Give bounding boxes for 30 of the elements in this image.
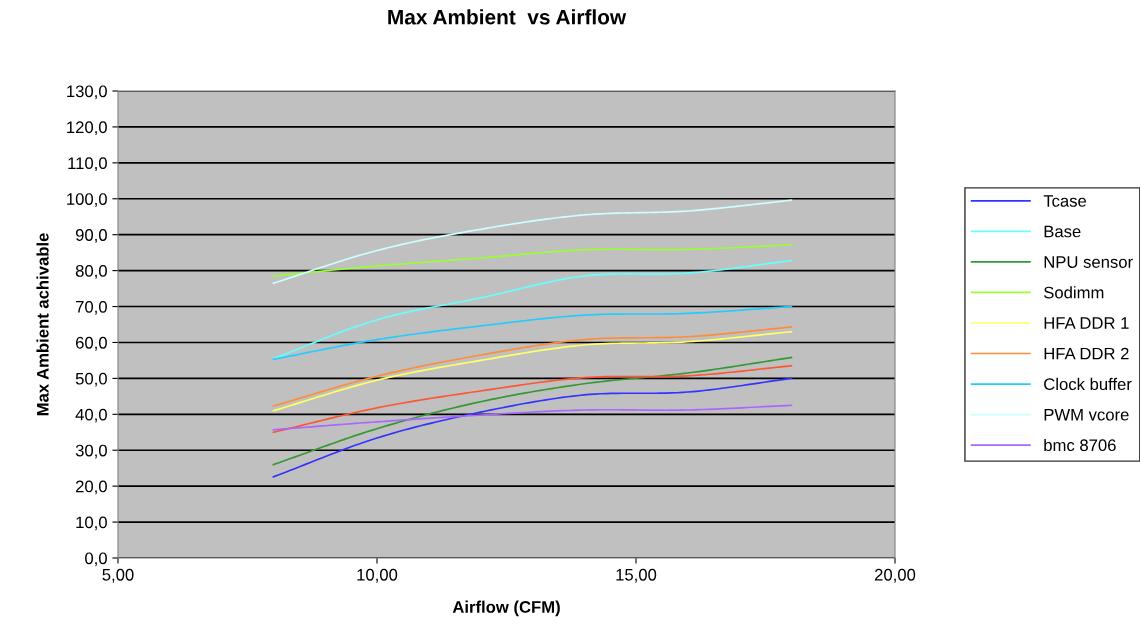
y-tick-label: 90,0 (75, 229, 107, 243)
y-axis-title: Max Ambient achivable (36, 233, 49, 416)
legend-label: PWM vcore (1044, 408, 1129, 421)
legend-label: NPU sensor (1044, 256, 1133, 268)
y-tick-label: 40,0 (75, 408, 107, 423)
legend-label: HFA DDR 1 (1044, 317, 1129, 329)
legend-label: bmc 8706 (1044, 438, 1116, 452)
y-tick-label: 130,0 (67, 85, 107, 100)
x-axis-title: Airflow (CFM) (452, 600, 560, 617)
y-tick-label: 60,0 (75, 336, 107, 351)
legend-label: Clock buffer (1044, 377, 1132, 391)
x-tick-label: 20,00 (874, 568, 916, 583)
legend-label: Sodimm (1044, 286, 1104, 299)
y-tick-label: 120,0 (67, 121, 107, 136)
y-tick-label: 30,0 (75, 444, 107, 459)
legend-label: Base (1044, 225, 1081, 238)
chart-title: Max Ambient vs Airflow (388, 9, 627, 25)
y-tick-label: 110,0 (68, 157, 107, 172)
y-tick-label: 20,0 (75, 480, 107, 495)
y-tick-label: 80,0 (75, 265, 107, 279)
legend-label: HFA DDR 2 (1044, 347, 1129, 360)
y-tick-label: 70,0 (76, 300, 107, 315)
x-tick-label: 10,00 (357, 568, 398, 583)
y-tick-label: 50,0 (75, 372, 107, 387)
y-tick-label: 10,0 (76, 516, 107, 531)
y-tick-label: 0,0 (85, 552, 107, 567)
x-tick-label: 15,00 (616, 568, 657, 583)
y-tick-label: 100,0 (67, 193, 107, 207)
legend-label: Tcase (1043, 195, 1087, 207)
x-tick-label: 5,00 (102, 568, 134, 583)
